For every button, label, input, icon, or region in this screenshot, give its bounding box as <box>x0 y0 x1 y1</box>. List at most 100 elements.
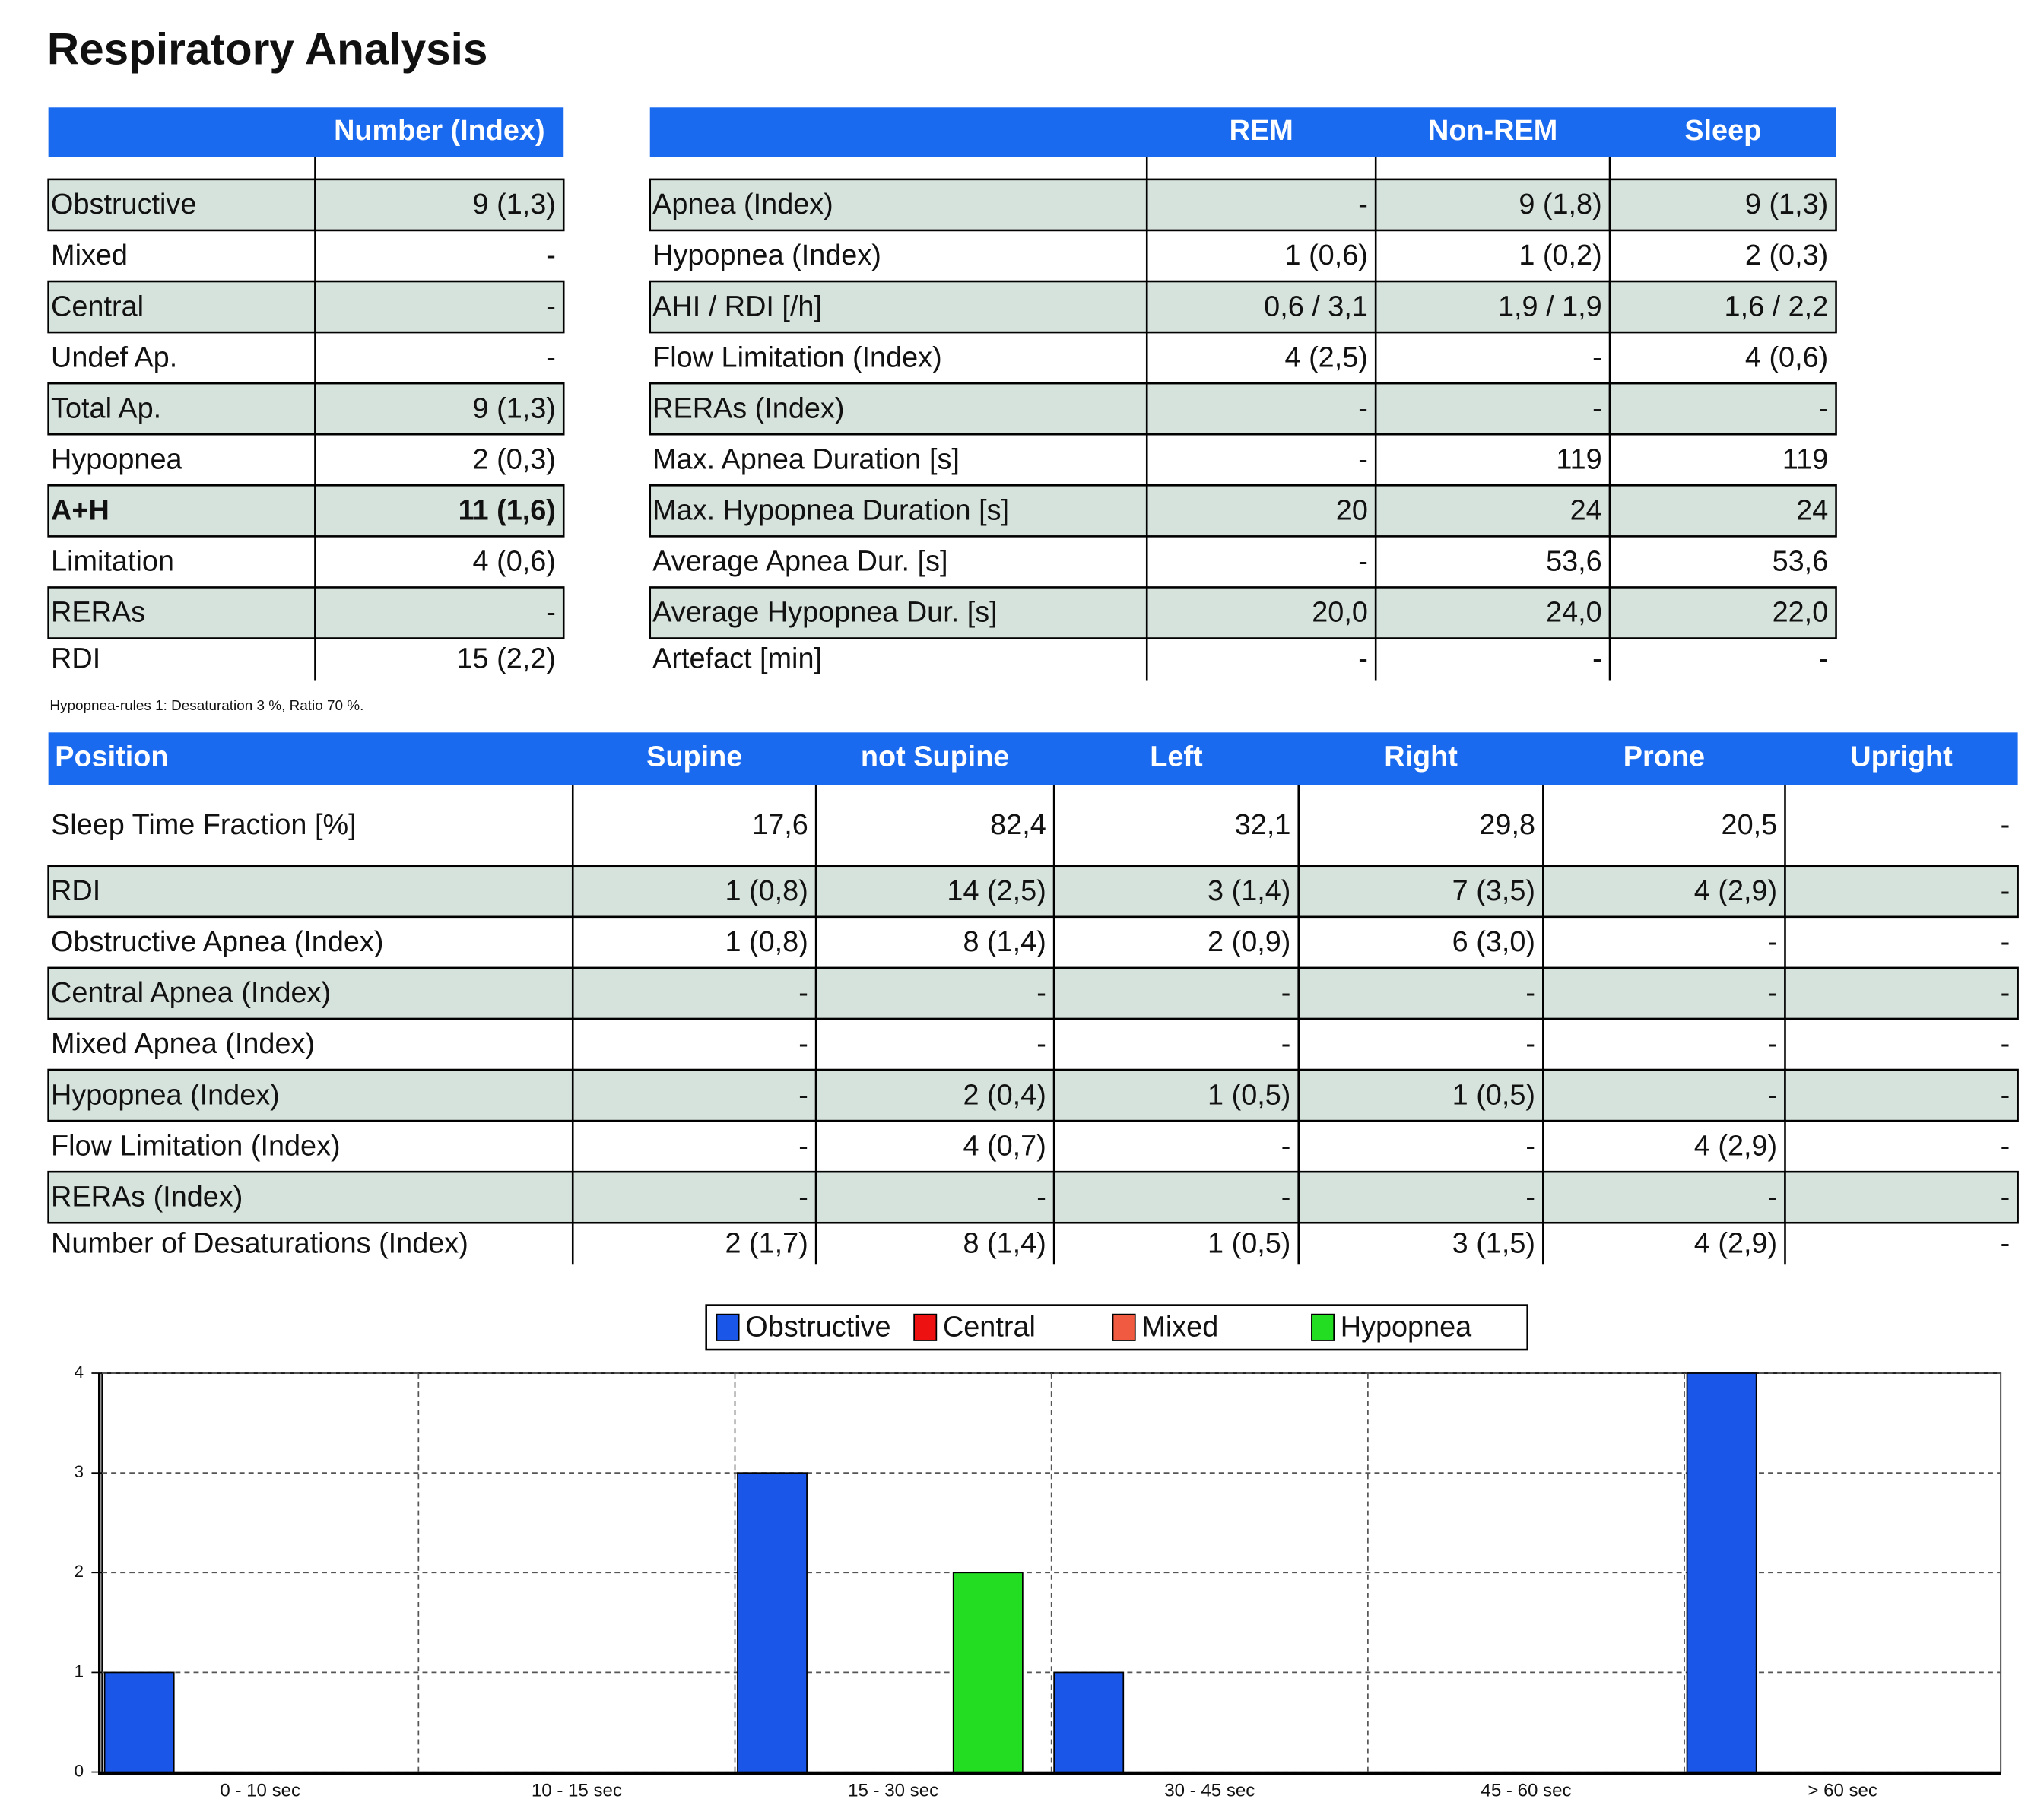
cell-value: 1 (0,5) <box>1452 1079 1535 1111</box>
cell-value: 15 (2,2) <box>457 643 556 675</box>
legend-label: Mixed <box>1141 1312 1218 1344</box>
shaded-cell <box>1542 1170 1786 1224</box>
cell-value: - <box>2001 809 2011 841</box>
cell-value: 20,5 <box>1722 809 1778 841</box>
cell-value: 9 (1,8) <box>1519 189 1601 221</box>
cell-value: - <box>1358 189 1368 221</box>
row-label: Hypopnea (Index) <box>652 240 881 271</box>
shaded-cell <box>814 865 1055 919</box>
cell-value: 4 (2,5) <box>1285 341 1368 373</box>
header-bar <box>48 107 564 157</box>
shaded-cell <box>814 966 1055 1020</box>
cell-value: 1 (0,6) <box>1285 240 1368 271</box>
shaded-cell <box>1297 1068 1544 1122</box>
shaded-cell <box>47 865 574 919</box>
y-tick-label: 3 <box>75 1462 84 1481</box>
cell-value: - <box>798 1130 808 1162</box>
bar <box>737 1472 808 1773</box>
header-cell: Left <box>1150 741 1203 773</box>
cell-value: 20 <box>1336 495 1368 527</box>
row-label: RERAs (Index) <box>652 392 844 424</box>
y-tick-label: 0 <box>75 1761 84 1780</box>
cell-value: 1,6 / 2,2 <box>1725 290 1829 322</box>
bar <box>1053 1671 1125 1773</box>
cell-value: 7 (3,5) <box>1452 875 1535 907</box>
cell-value: - <box>1768 1028 1778 1060</box>
row-label: Mixed Apnea (Index) <box>51 1028 315 1060</box>
cell-value: 4 (2,9) <box>1694 875 1777 907</box>
x-tick-label: 30 - 45 sec <box>1164 1781 1255 1801</box>
shaded-cell <box>1374 382 1611 436</box>
shaded-cell <box>314 586 565 639</box>
row-label: Undef Ap. <box>51 341 177 373</box>
cell-value: - <box>1525 1181 1535 1213</box>
cell-value: 14 (2,5) <box>947 875 1046 907</box>
cell-value: - <box>798 1028 808 1060</box>
cell-value: - <box>1036 1028 1046 1060</box>
shaded-cell <box>1145 280 1377 334</box>
bar <box>1686 1372 1757 1773</box>
legend-swatch <box>716 1313 740 1341</box>
shaded-cell <box>1608 484 1837 538</box>
cell-value: - <box>1281 1028 1291 1060</box>
cell-value: 2 (0,3) <box>473 443 556 475</box>
legend-swatch <box>913 1313 938 1341</box>
cell-value: - <box>546 341 556 373</box>
row-label: RDI <box>51 875 100 907</box>
header-cell: Sleep <box>1684 115 1761 147</box>
row-label: Limitation <box>51 546 174 578</box>
cell-value: - <box>1358 443 1368 475</box>
cell-value: - <box>1592 643 1602 675</box>
shaded-cell <box>649 382 1148 436</box>
cell-value: 4 (2,9) <box>1694 1130 1777 1162</box>
shaded-cell <box>814 1170 1055 1224</box>
x-tick-label: 0 - 10 sec <box>220 1781 300 1801</box>
shaded-cell <box>1052 865 1300 919</box>
row-label: Artefact [min] <box>652 643 822 675</box>
cell-value: 9 (1,3) <box>1745 189 1828 221</box>
cell-value: - <box>1281 1130 1291 1162</box>
shaded-cell <box>1608 586 1837 639</box>
shaded-cell <box>47 382 316 436</box>
cell-value: 32,1 <box>1235 809 1291 841</box>
row-label: Average Apnea Dur. [s] <box>652 546 947 578</box>
shaded-cell <box>1297 1170 1544 1224</box>
cell-value: 29,8 <box>1479 809 1535 841</box>
header-cell: Number (Index) <box>334 115 544 147</box>
x-tick-label: 15 - 30 sec <box>848 1781 938 1801</box>
cell-value: 1 (0,8) <box>725 926 808 958</box>
x-tick-label: 10 - 15 sec <box>532 1781 622 1801</box>
row-label: RERAs (Index) <box>51 1181 243 1213</box>
shaded-cell <box>814 1068 1055 1122</box>
shaded-cell <box>1145 178 1377 232</box>
header-cell: not Supine <box>861 741 1009 773</box>
cell-value: 9 (1,3) <box>473 189 556 221</box>
cell-value: 24 <box>1796 495 1828 527</box>
shaded-cell <box>649 280 1148 334</box>
shaded-cell <box>1052 966 1300 1020</box>
shaded-cell <box>1784 966 2019 1020</box>
y-tick-label: 4 <box>75 1363 84 1382</box>
cell-value: - <box>2001 926 2011 958</box>
row-label: Flow Limitation (Index) <box>652 341 942 373</box>
cell-value: - <box>2001 875 2011 907</box>
shaded-cell <box>1145 484 1377 538</box>
cell-value: 22,0 <box>1773 597 1829 629</box>
cell-value: 4 (2,9) <box>1694 1227 1777 1259</box>
cell-value: - <box>798 977 808 1009</box>
row-label: Central <box>51 290 144 322</box>
cell-value: 1 (0,5) <box>1208 1227 1290 1259</box>
cell-value: - <box>1768 926 1778 958</box>
legend-label: Hypopnea <box>1341 1312 1472 1344</box>
row-label: A+H <box>51 495 110 527</box>
shaded-cell <box>1145 382 1377 436</box>
cell-value: 4 (0,7) <box>963 1130 1046 1162</box>
shaded-cell <box>1052 1170 1300 1224</box>
shaded-cell <box>314 280 565 334</box>
shaded-cell <box>1608 280 1837 334</box>
cell-value: 6 (3,0) <box>1452 926 1535 958</box>
cell-value: 53,6 <box>1773 546 1829 578</box>
cell-value: - <box>1819 643 1829 675</box>
